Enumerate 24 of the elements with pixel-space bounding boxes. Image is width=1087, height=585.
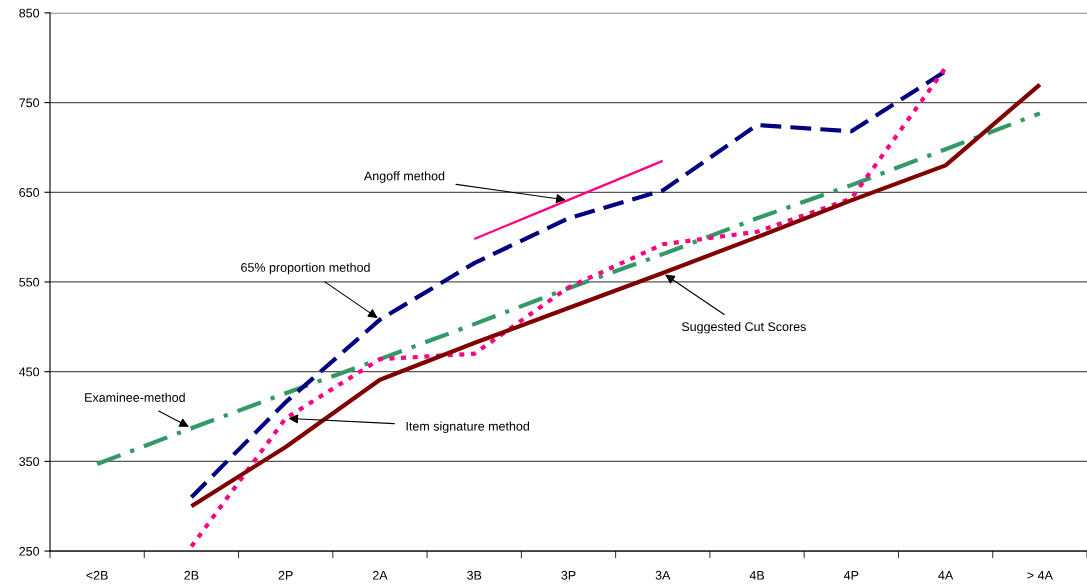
y-tick-label: 650 [19, 188, 40, 197]
annotation: Suggested Cut Scores [681, 321, 806, 334]
x-tick-label: 2A [372, 570, 388, 580]
x-tick-label: 2P [278, 570, 293, 580]
x-tick-label: 2B [184, 570, 199, 580]
y-tick-label: 850 [19, 8, 40, 18]
x-tick-label: 3P [561, 570, 576, 580]
annotation: 65% proportion method [241, 262, 370, 275]
annotation: Angoff method [363, 171, 445, 183]
x-tick-label: > 4A [1027, 570, 1053, 580]
line-series [189, 82, 1042, 509]
y-tick-label: 750 [19, 98, 40, 108]
x-tick-label: 4A [938, 570, 954, 580]
x-tick-label: 4B [749, 570, 765, 580]
x-tick-label: 3B [467, 570, 482, 580]
annotation: Item signature method [406, 421, 530, 434]
y-tick-label: 350 [19, 457, 40, 467]
y-tick-label: 550 [19, 277, 40, 287]
x-tick-label: 3A [655, 570, 671, 580]
x-tick-label: 4P [843, 570, 859, 580]
y-tick-label: 250 [19, 546, 40, 556]
annotation: Examinee-method [85, 392, 185, 402]
y-tick-label: 450 [19, 367, 40, 377]
x-tick-label: <2B [86, 570, 108, 580]
